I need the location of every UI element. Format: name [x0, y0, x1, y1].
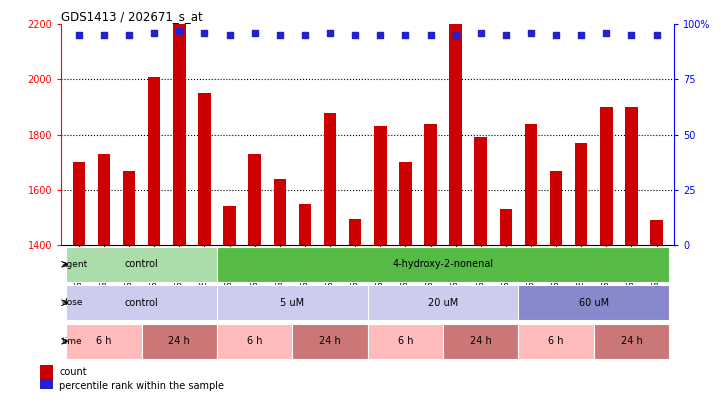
Bar [650, 220, 663, 245]
Text: 5 uM: 5 uM [280, 298, 304, 308]
Bar [40, 379, 53, 393]
Bar [518, 324, 594, 358]
Bar [368, 324, 443, 358]
Text: control: control [125, 298, 159, 308]
Bar [148, 77, 161, 245]
Text: count: count [59, 367, 87, 377]
Bar [550, 171, 562, 245]
Text: 24 h: 24 h [169, 336, 190, 346]
Point [601, 30, 612, 36]
Bar [66, 286, 217, 320]
Bar [273, 179, 286, 245]
Bar [40, 364, 53, 379]
Bar [66, 247, 217, 281]
Point [374, 32, 386, 38]
Text: 6 h: 6 h [398, 336, 413, 346]
Point [98, 32, 110, 38]
Point [324, 30, 336, 36]
Point [500, 32, 512, 38]
Point [123, 32, 135, 38]
Text: 6 h: 6 h [247, 336, 262, 346]
Point [550, 32, 562, 38]
Bar [443, 324, 518, 358]
Bar [298, 204, 311, 245]
Text: dose: dose [61, 298, 83, 307]
Bar [123, 171, 136, 245]
Text: 4-hydroxy-2-nonenal: 4-hydroxy-2-nonenal [392, 259, 494, 269]
Bar [500, 209, 512, 245]
Bar [98, 154, 110, 245]
Point [149, 30, 160, 36]
Bar [217, 286, 368, 320]
Bar [217, 247, 669, 281]
Bar [217, 324, 292, 358]
Bar [575, 143, 588, 245]
Bar [292, 324, 368, 358]
Text: 6 h: 6 h [549, 336, 564, 346]
Bar [399, 162, 412, 245]
Text: 20 uM: 20 uM [428, 298, 458, 308]
Text: time: time [61, 337, 82, 346]
Bar [525, 124, 537, 245]
Bar [66, 324, 141, 358]
Bar [249, 154, 261, 245]
Bar [324, 113, 336, 245]
Bar [141, 324, 217, 358]
Point [274, 32, 286, 38]
Point [174, 28, 185, 34]
Bar [173, 24, 185, 245]
Point [575, 32, 587, 38]
Point [73, 32, 84, 38]
Point [399, 32, 411, 38]
Bar [224, 207, 236, 245]
Point [249, 30, 260, 36]
Point [350, 32, 361, 38]
Point [651, 32, 663, 38]
Text: 60 uM: 60 uM [579, 298, 609, 308]
Bar [449, 24, 462, 245]
Bar [374, 126, 386, 245]
Bar [368, 286, 518, 320]
Bar [625, 107, 637, 245]
Text: percentile rank within the sample: percentile rank within the sample [59, 381, 224, 391]
Bar [73, 162, 85, 245]
Point [425, 32, 436, 38]
Text: agent: agent [61, 260, 88, 269]
Point [525, 30, 536, 36]
Point [475, 30, 487, 36]
Point [199, 30, 211, 36]
Text: 24 h: 24 h [621, 336, 642, 346]
Text: 24 h: 24 h [470, 336, 492, 346]
Point [450, 32, 461, 38]
Bar [594, 324, 669, 358]
Text: 6 h: 6 h [96, 336, 112, 346]
Bar [474, 137, 487, 245]
Bar [349, 219, 361, 245]
Point [626, 32, 637, 38]
Text: 24 h: 24 h [319, 336, 341, 346]
Point [299, 32, 311, 38]
Bar [600, 107, 613, 245]
Bar [424, 124, 437, 245]
Text: GDS1413 / 202671_s_at: GDS1413 / 202671_s_at [61, 10, 203, 23]
Text: control: control [125, 259, 159, 269]
Bar [518, 286, 669, 320]
Point [224, 32, 235, 38]
Bar [198, 93, 211, 245]
